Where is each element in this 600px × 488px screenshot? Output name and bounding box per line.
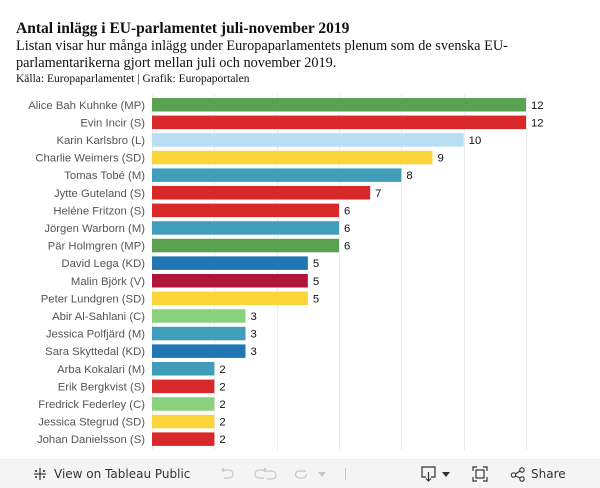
chart-title: Antal inlägg i EU-parlamentet juli-novem… [16, 20, 350, 37]
bar[interactable] [152, 397, 215, 411]
bar[interactable] [152, 168, 402, 182]
category-label: Malin Björk (V) [71, 276, 145, 288]
caret-down-icon [442, 470, 450, 478]
fullscreen-icon [471, 465, 489, 483]
category-label: Tomas Tobé (M) [64, 170, 145, 182]
share-icon [510, 466, 526, 482]
refresh-dropdown-button[interactable] [318, 460, 326, 488]
bar[interactable] [152, 414, 215, 429]
bar[interactable] [152, 379, 215, 394]
category-label: Jytte Guteland (S) [54, 188, 145, 200]
value-label: 3 [251, 329, 257, 341]
bar[interactable] [152, 98, 526, 112]
value-label: 9 [438, 153, 444, 165]
refresh-button[interactable] [293, 460, 309, 488]
value-label: 3 [251, 346, 257, 358]
bar[interactable] [152, 203, 339, 218]
bar[interactable] [152, 432, 215, 446]
download-icon [420, 465, 438, 483]
category-label: Jörgen Warborn (M) [44, 223, 145, 235]
bar[interactable] [152, 115, 526, 130]
bar[interactable] [152, 133, 464, 147]
undo-button[interactable] [219, 460, 235, 488]
category-label: Evin Incir (S) [80, 117, 145, 129]
category-label: Erik Bergkvist (S) [58, 381, 145, 393]
value-label: 2 [219, 381, 225, 393]
chart-subtitle: Listan visar hur många inlägg under Euro… [16, 38, 508, 71]
tableau-toolbar: View on Tableau Public Share [0, 459, 600, 488]
toolbar-divider [345, 468, 346, 480]
category-label: Johan Danielsson (S) [37, 434, 145, 446]
bar[interactable] [152, 221, 339, 235]
bar[interactable] [152, 326, 246, 341]
category-labels: Alice Bah Kuhnke (MP) Evin Incir (S) Karin… [28, 100, 145, 446]
bar[interactable] [152, 238, 339, 253]
category-label: Arba Kokalari (M) [57, 364, 145, 376]
value-label: 6 [344, 223, 350, 235]
category-label: Jessica Stegrud (SD) [38, 417, 145, 429]
bar[interactable] [152, 256, 308, 270]
bars [152, 98, 526, 446]
value-label: 2 [219, 417, 225, 429]
value-label: 8 [406, 170, 412, 182]
value-label: 5 [313, 276, 319, 288]
chart-source: Källa: Europaparlamentet | Grafik: Europ… [16, 73, 250, 85]
view-on-tableau-public-button[interactable]: View on Tableau Public [32, 460, 190, 488]
value-label: 5 [313, 258, 319, 270]
revert-button[interactable] [262, 460, 278, 488]
category-label: Alice Bah Kuhnke (MP) [28, 100, 145, 112]
bar[interactable] [152, 150, 433, 165]
value-label: 10 [469, 135, 482, 147]
category-label: Heléne Fritzon (S) [53, 205, 145, 217]
value-label: 12 [531, 100, 544, 112]
value-label: 6 [344, 241, 350, 253]
value-label: 6 [344, 205, 350, 217]
share-button[interactable]: Share [510, 460, 566, 488]
category-label: Sara Skyttedal (KD) [45, 346, 145, 358]
view-on-tableau-public-label: View on Tableau Public [54, 467, 191, 481]
value-label: 2 [219, 364, 225, 376]
share-label: Share [531, 467, 566, 481]
bar-chart: Alice Bah Kuhnke (MP) Evin Incir (S) Karin… [28, 94, 544, 450]
category-label: Abir Al-Sahlani (C) [52, 311, 145, 323]
value-label: 7 [375, 188, 381, 200]
revert-icon [262, 466, 278, 482]
gridlines [152, 94, 527, 450]
category-label: Peter Lundgren (SD) [41, 293, 145, 305]
category-label: Pär Holmgren (MP) [48, 241, 146, 253]
fullscreen-button[interactable] [471, 460, 489, 488]
bar[interactable] [152, 291, 308, 306]
tableau-logo-icon [32, 466, 48, 482]
bar[interactable] [152, 362, 215, 376]
category-label: Fredrick Federley (C) [38, 399, 145, 411]
undo-icon [219, 466, 235, 482]
refresh-icon [293, 466, 309, 482]
bar[interactable] [152, 309, 246, 323]
bar[interactable] [152, 344, 246, 358]
value-label: 2 [219, 434, 225, 446]
download-button[interactable] [420, 460, 450, 488]
value-label: 5 [313, 293, 319, 305]
category-label: David Lega (KD) [61, 258, 145, 270]
value-label: 12 [531, 117, 544, 129]
bar[interactable] [152, 274, 308, 288]
bar[interactable] [152, 186, 371, 200]
value-label: 3 [251, 311, 257, 323]
caret-down-icon [318, 470, 326, 478]
category-label: Karin Karlsbro (L) [56, 135, 145, 147]
value-label: 2 [219, 399, 225, 411]
category-label: Charlie Weimers (SD) [35, 153, 145, 165]
value-labels: 12 12 10 9 8 7 6 6 6 5 5 5 3 3 3 2 2 2 2 2 [219, 100, 543, 446]
category-label: Jessica Polfjärd (M) [46, 329, 145, 341]
